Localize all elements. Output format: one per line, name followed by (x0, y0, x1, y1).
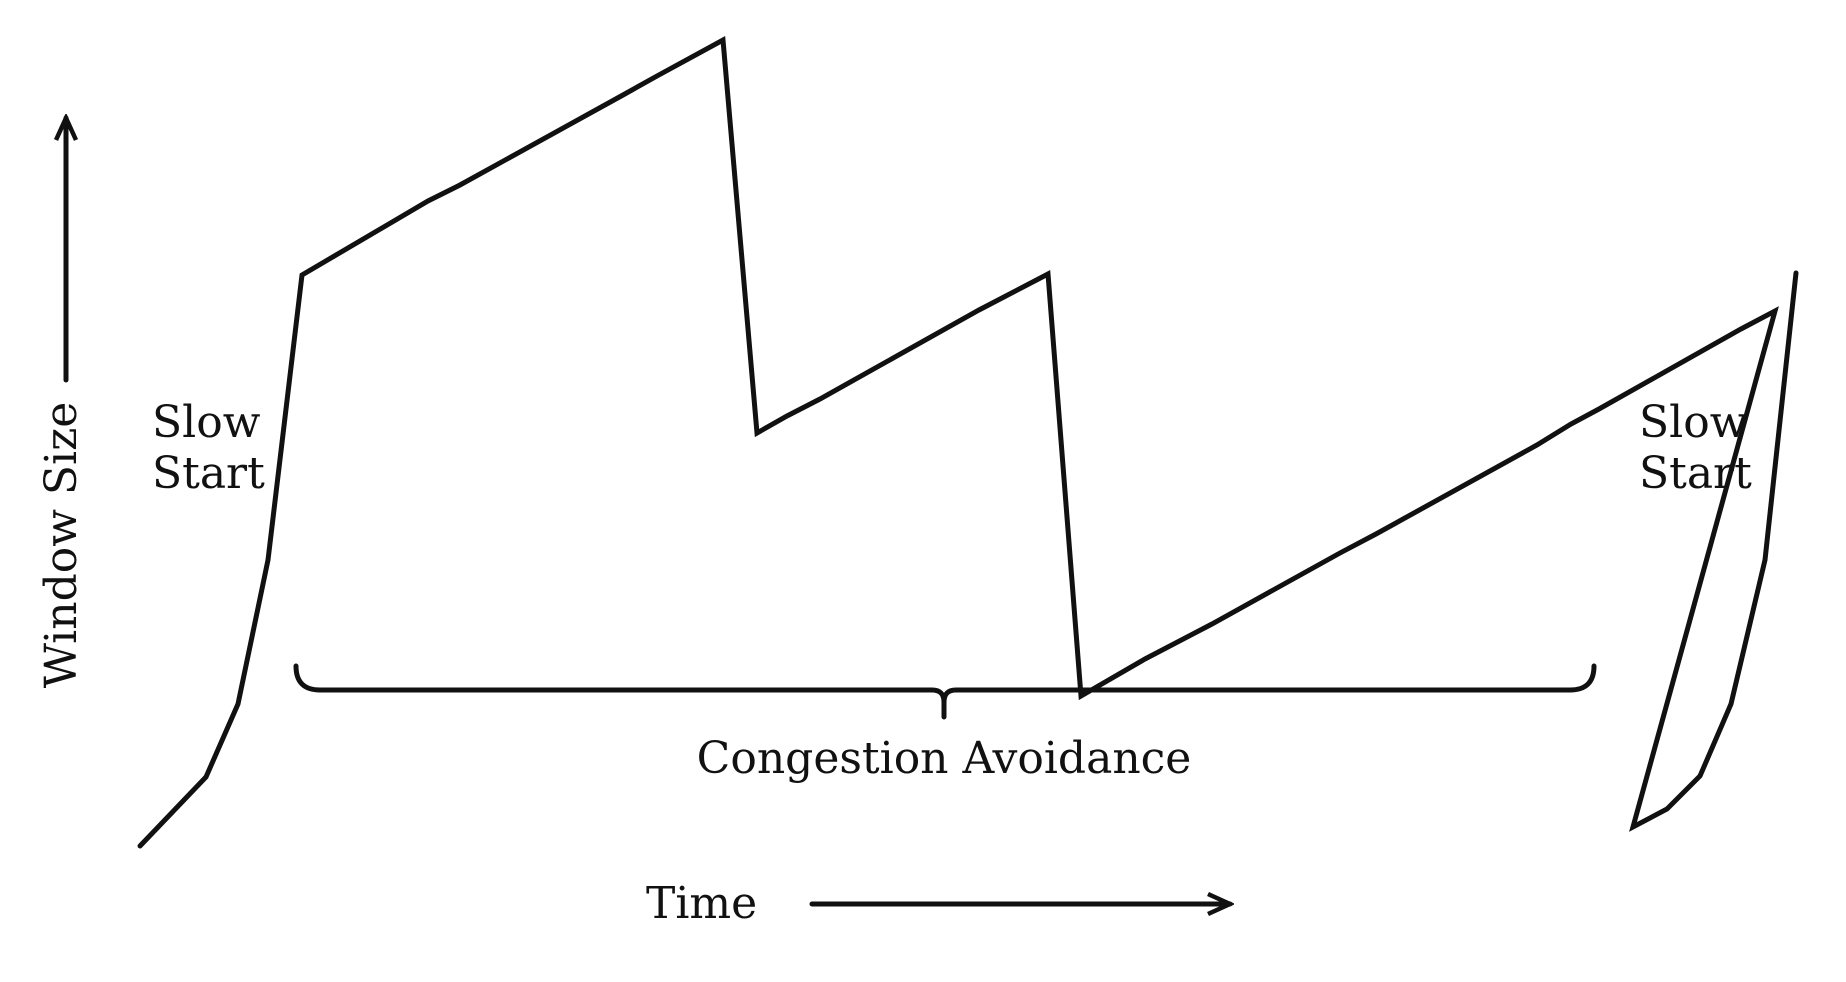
slow-start-right-line2: Start (1639, 448, 1752, 499)
congestion-avoidance-brace (293, 663, 1597, 720)
slow-start-left-line2: Start (152, 448, 265, 499)
window-size-curve (137, 35, 1799, 849)
x-axis-label: Time (646, 878, 757, 929)
slow-start-left-line1: Slow (152, 397, 261, 448)
congestion-avoidance-label: Congestion Avoidance (697, 733, 1192, 784)
y-axis-label: Window Size (36, 402, 87, 689)
slow-start-right-line1: Slow (1639, 397, 1748, 448)
